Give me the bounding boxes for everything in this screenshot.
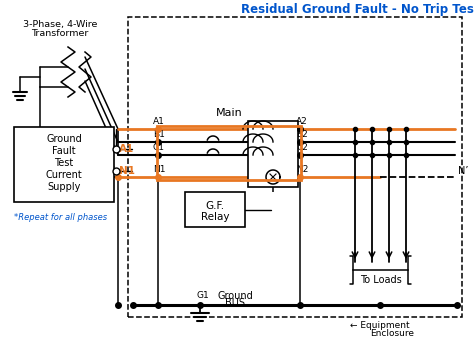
Bar bbox=[128, 17, 462, 317]
Text: N1: N1 bbox=[153, 164, 165, 174]
Text: BUS: BUS bbox=[225, 298, 245, 308]
Text: Ground: Ground bbox=[217, 291, 253, 301]
Text: C2: C2 bbox=[296, 143, 308, 152]
Text: Supply: Supply bbox=[47, 182, 81, 192]
Bar bbox=[185, 192, 245, 227]
Text: A2: A2 bbox=[296, 117, 308, 126]
Text: N: N bbox=[109, 166, 116, 176]
Text: Transformer: Transformer bbox=[31, 28, 89, 37]
Text: N’: N’ bbox=[458, 166, 468, 176]
Bar bbox=[157, 126, 301, 180]
Text: B2: B2 bbox=[296, 129, 308, 138]
Bar bbox=[248, 121, 298, 187]
Text: ← Equipment: ← Equipment bbox=[350, 321, 410, 330]
Text: C1: C1 bbox=[153, 143, 165, 152]
Text: G1: G1 bbox=[197, 291, 210, 301]
Text: B1: B1 bbox=[153, 129, 165, 138]
Text: To Loads: To Loads bbox=[360, 275, 401, 285]
Text: *Repeat for all phases: *Repeat for all phases bbox=[14, 212, 107, 221]
Text: Current: Current bbox=[46, 170, 82, 180]
Text: Enclosure: Enclosure bbox=[370, 329, 414, 338]
Text: A1: A1 bbox=[153, 117, 165, 126]
Text: N2: N2 bbox=[296, 164, 308, 174]
Text: A1: A1 bbox=[119, 144, 134, 154]
Text: Main: Main bbox=[216, 108, 242, 118]
Text: Ground: Ground bbox=[46, 134, 82, 144]
Text: Test: Test bbox=[55, 158, 73, 168]
Text: Relay: Relay bbox=[201, 212, 229, 221]
Text: Residual Ground Fault - No Trip Test: Residual Ground Fault - No Trip Test bbox=[241, 2, 474, 16]
Bar bbox=[14, 127, 114, 202]
Text: 3-Phase, 4-Wire: 3-Phase, 4-Wire bbox=[23, 19, 97, 28]
Text: G.F.: G.F. bbox=[205, 201, 225, 211]
Text: Fault: Fault bbox=[52, 146, 76, 156]
Text: N1: N1 bbox=[119, 166, 135, 176]
